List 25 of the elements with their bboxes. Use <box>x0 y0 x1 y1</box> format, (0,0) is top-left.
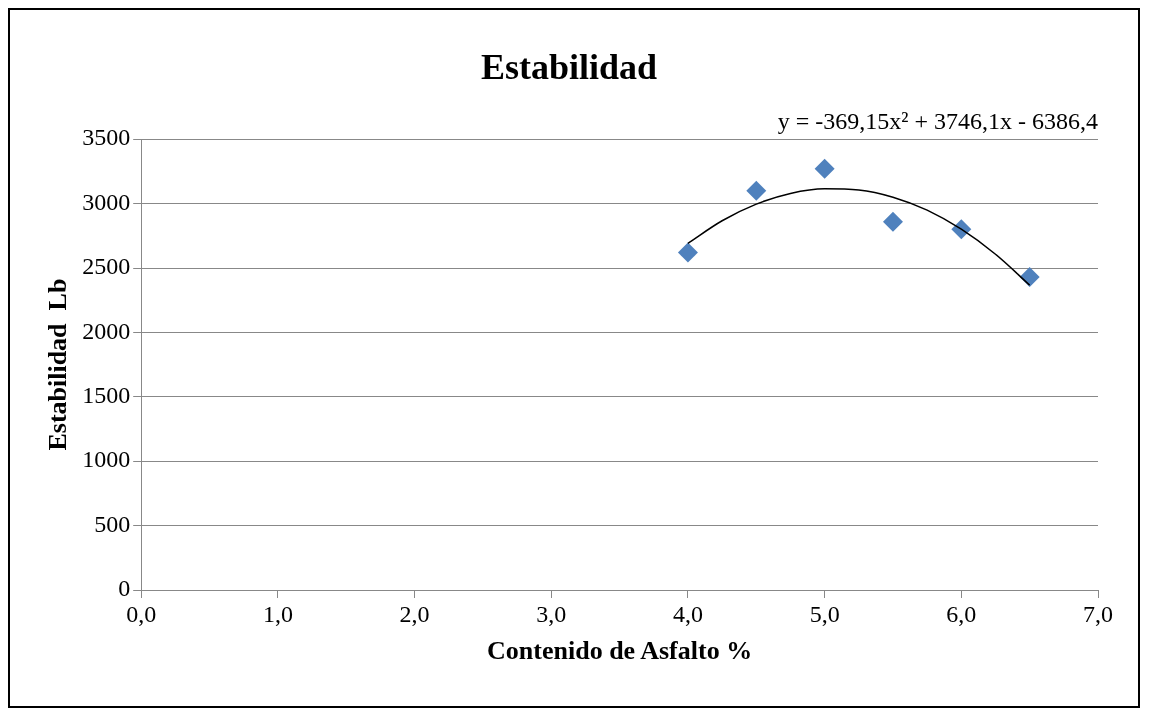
point <box>1019 267 1040 288</box>
y-tick-label: 2500 <box>82 253 131 280</box>
x-tick-label: 3,0 <box>536 600 567 627</box>
y-tick-label: 0 <box>118 575 131 602</box>
y-tick-label: 3500 <box>82 124 131 151</box>
x-tick-label: 6,0 <box>946 600 977 627</box>
y-tick-label: 1000 <box>82 446 131 473</box>
chart-title: Estabilidad <box>480 46 658 87</box>
y-tick-label: 1500 <box>82 382 131 409</box>
y-tick-label: 3000 <box>82 188 131 215</box>
x-axis-title: Contenido de Asfalto % <box>487 636 753 666</box>
y-tick-label: 500 <box>94 510 131 537</box>
x-tick-label: 7,0 <box>1083 600 1113 627</box>
x-tick-label: 2,0 <box>399 600 430 627</box>
y-axis-title: Estabilidad Lb <box>43 278 73 451</box>
point <box>882 211 903 232</box>
text: y = -369,15x² + 3746,1x - 6386,4 <box>777 108 1098 135</box>
x-tick-label: 1,0 <box>262 600 293 627</box>
point <box>814 158 835 179</box>
point <box>677 242 698 263</box>
x-tick-label: 0,0 <box>126 600 157 627</box>
point <box>746 180 767 201</box>
y-tick-label: 2000 <box>82 317 131 344</box>
x-tick-label: 4,0 <box>672 600 703 627</box>
x-tick-label: 5,0 <box>809 600 840 627</box>
